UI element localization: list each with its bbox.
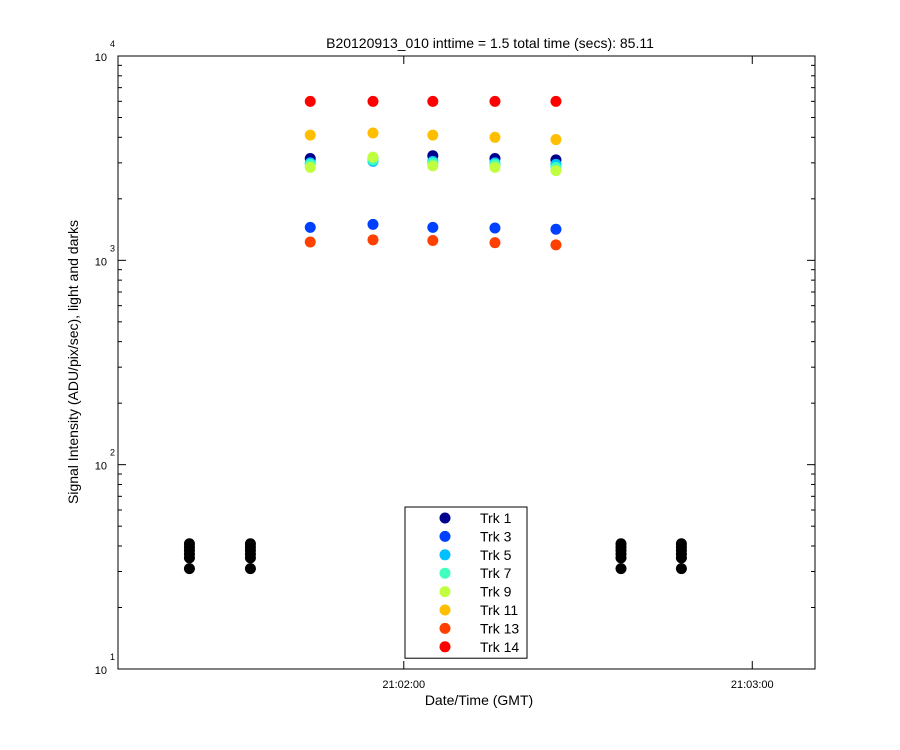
y-axis-label: Signal Intensity (ADU/pix/sec), light an… bbox=[65, 220, 81, 504]
light-point bbox=[367, 151, 379, 163]
dark-point bbox=[244, 538, 256, 550]
legend-label: Trk 9 bbox=[480, 584, 512, 600]
light-point bbox=[304, 221, 316, 233]
light-point bbox=[489, 237, 501, 249]
legend-marker bbox=[439, 622, 451, 634]
light-point bbox=[550, 95, 562, 107]
legend-marker bbox=[439, 512, 451, 524]
y-tick-label: 10 bbox=[95, 256, 107, 268]
light-point bbox=[304, 236, 316, 248]
legend-label: Trk 11 bbox=[480, 602, 518, 618]
light-point bbox=[489, 161, 501, 173]
light-point bbox=[489, 131, 501, 143]
dark-point bbox=[675, 563, 687, 575]
light-point bbox=[489, 95, 501, 107]
dark-point bbox=[183, 538, 195, 550]
y-tick-exponent: 1 bbox=[110, 652, 115, 662]
light-point bbox=[489, 222, 501, 234]
light-point bbox=[550, 165, 562, 177]
legend-marker bbox=[439, 567, 451, 579]
legend-label: Trk 1 bbox=[480, 510, 512, 526]
dark-point bbox=[675, 538, 687, 550]
legend-label: Trk 13 bbox=[480, 620, 519, 636]
light-point bbox=[550, 239, 562, 251]
legend-marker bbox=[439, 604, 451, 616]
x-tick-label: 21:03:00 bbox=[731, 679, 774, 691]
light-point bbox=[550, 134, 562, 146]
dark-point bbox=[183, 563, 195, 575]
plot-area-border bbox=[117, 55, 816, 670]
light-point bbox=[427, 160, 439, 172]
light-point bbox=[427, 129, 439, 141]
light-point bbox=[304, 129, 316, 141]
dark-point bbox=[615, 538, 627, 550]
light-point bbox=[367, 218, 379, 230]
light-point bbox=[550, 223, 562, 235]
legend-marker bbox=[439, 549, 451, 561]
legend-label: Trk 14 bbox=[480, 639, 519, 655]
dark-point bbox=[244, 563, 256, 575]
legend-label: Trk 7 bbox=[480, 565, 512, 581]
light-point bbox=[367, 95, 379, 107]
light-point bbox=[304, 161, 316, 173]
y-tick-exponent: 3 bbox=[110, 243, 115, 253]
legend: Trk 1 Trk 3 Trk 5 Trk 7 Trk 9 Trk 11 Trk 13 Trk… bbox=[404, 506, 528, 659]
light-point bbox=[427, 95, 439, 107]
y-tick-label: 10 bbox=[95, 52, 107, 64]
data-points bbox=[183, 95, 687, 575]
x-tick-label: 21:02:00 bbox=[382, 679, 425, 691]
legend-label: Trk 5 bbox=[480, 547, 512, 563]
light-point bbox=[367, 234, 379, 246]
y-tick-exponent: 2 bbox=[110, 448, 115, 458]
light-point bbox=[427, 221, 439, 233]
light-point bbox=[367, 127, 379, 139]
legend-marker bbox=[439, 641, 451, 653]
legend-label: Trk 3 bbox=[480, 528, 512, 544]
legend-box bbox=[404, 506, 528, 659]
y-tick-exponent: 4 bbox=[110, 39, 115, 49]
y-tick-label: 10 bbox=[95, 461, 107, 473]
y-tick-label: 10 bbox=[95, 665, 107, 677]
light-point bbox=[304, 95, 316, 107]
light-point bbox=[427, 235, 439, 247]
legend-marker bbox=[439, 586, 451, 598]
legend-marker bbox=[439, 530, 451, 542]
x-axis-label: Date/Time (GMT) bbox=[425, 692, 533, 708]
chart-title: B20120913_010 inttime = 1.5 total time (… bbox=[326, 35, 654, 51]
dark-point bbox=[615, 563, 627, 575]
